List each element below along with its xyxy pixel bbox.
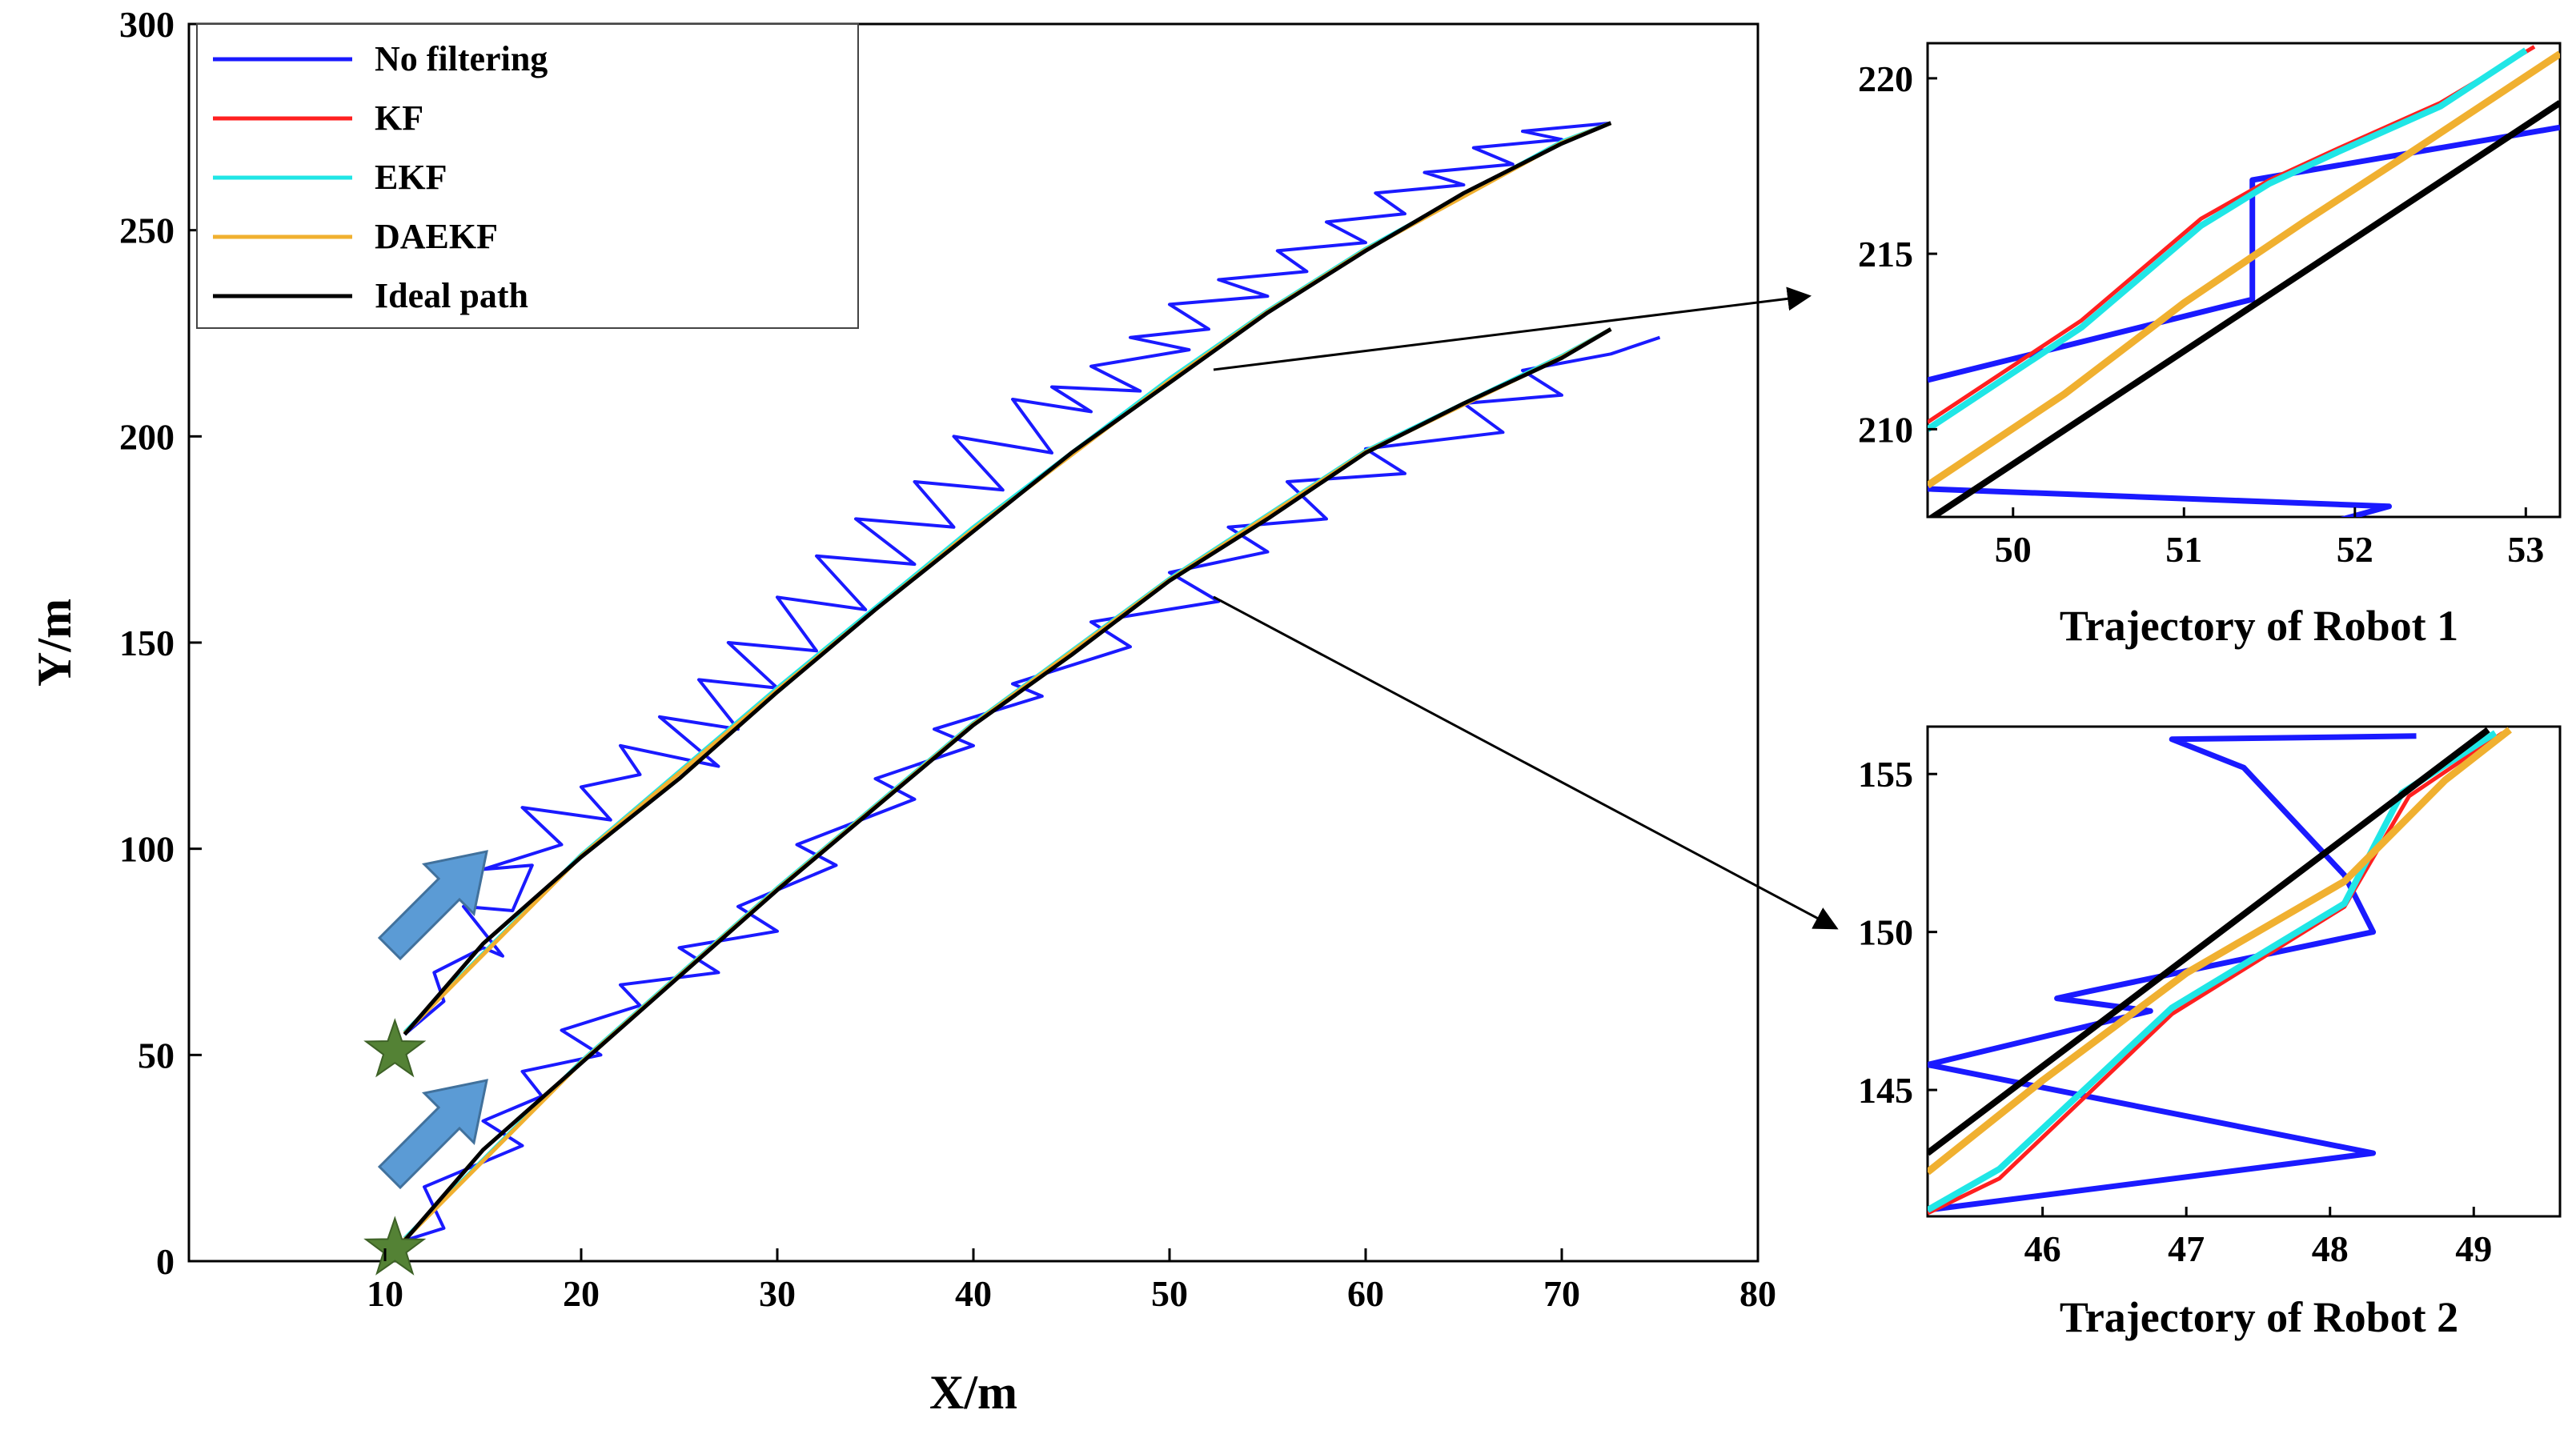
series-line-ekf — [1928, 47, 2528, 432]
main-x-tick-label: 60 — [1347, 1273, 1384, 1314]
main-y-tick-label: 50 — [138, 1035, 175, 1076]
main-markers-group — [363, 1018, 427, 1276]
main-y-tick-label: 250 — [119, 210, 175, 251]
main-ticks-group: 10 20 30 40 50 60 70 80 0 50 100 150 200 250 300 — [119, 4, 1776, 1314]
inset-robot2: 46 47 48 49 145 150 155 Trajectory of Robot 2 — [1858, 725, 2562, 1341]
inset1-series-group — [1928, 45, 2560, 517]
legend-label-no-filtering: No filtering — [375, 39, 548, 78]
series-line-no-filtering-robot2 — [403, 335, 1661, 1243]
main-plot: 10 20 30 40 50 60 70 80 0 50 100 150 200 250 300 X/m Y… — [28, 4, 1776, 1419]
series-line-daekf — [1928, 50, 2560, 489]
main-series-group — [403, 121, 1661, 1243]
main-y-tick-label: 0 — [156, 1241, 175, 1282]
main-y-tick-label: 100 — [119, 829, 175, 870]
legend: No filtering KF EKF DAEKF Ideal path — [196, 23, 859, 329]
inset1-y-tick-label: 210 — [1858, 409, 1913, 450]
legend-label-ekf: EKF — [375, 158, 447, 197]
inset2-series-group — [1928, 727, 2512, 1216]
inset1-y-tick-label: 215 — [1858, 234, 1913, 274]
main-y-tick-label: 200 — [119, 416, 175, 457]
inset2-x-tick-label: 48 — [2312, 1228, 2349, 1269]
series-line-ideal-path-robot1 — [403, 121, 1612, 1036]
inset2-y-tick-label: 155 — [1858, 754, 1913, 795]
series-line-kf — [1928, 731, 2504, 1216]
series-line-ideal-path — [1928, 727, 2490, 1156]
callout-arrows — [1213, 286, 1839, 930]
legend-box — [196, 23, 859, 329]
series-line-ideal-path — [1928, 100, 2560, 517]
inset1-x-tick-label: 50 — [1995, 529, 2032, 570]
series-line-ideal-path-robot2 — [403, 327, 1612, 1242]
callout-arrow-robot1 — [1213, 286, 1812, 371]
inset2-y-tick-label: 145 — [1858, 1070, 1913, 1111]
direction-arrow-robot1 — [377, 850, 488, 961]
main-x-tick-label: 80 — [1739, 1273, 1776, 1314]
inset1-x-tick-label: 51 — [2165, 529, 2202, 570]
main-y-tick-label: 300 — [119, 4, 175, 45]
main-x-tick-label: 50 — [1151, 1273, 1188, 1314]
main-x-tick-label: 40 — [955, 1273, 992, 1314]
direction-arrows — [377, 850, 488, 1190]
inset1-caption: Trajectory of Robot 1 — [2060, 602, 2458, 650]
main-x-tick-label: 10 — [367, 1273, 403, 1314]
main-y-tick-label: 150 — [119, 623, 175, 663]
main-x-tick-label: 20 — [563, 1273, 600, 1314]
inset2-y-tick-label: 150 — [1858, 912, 1913, 953]
legend-label-kf: KF — [375, 98, 423, 138]
callout-arrow-robot2 — [1213, 595, 1839, 930]
y-axis-label: Y/m — [28, 599, 81, 687]
main-x-tick-label: 30 — [759, 1273, 796, 1314]
inset-robot1: 50 51 52 53 210 215 220 Trajectory of Robot 1 — [1858, 42, 2562, 650]
x-axis-label: X/m — [929, 1366, 1017, 1419]
legend-label-ideal-path: Ideal path — [375, 276, 528, 315]
series-line-no-filtering-robot1 — [403, 121, 1611, 1036]
inset2-ticks-group: 46 47 48 49 145 150 155 — [1858, 754, 2492, 1269]
main-x-tick-label: 70 — [1543, 1273, 1580, 1314]
direction-arrow-robot2 — [377, 1079, 488, 1190]
inset1-ticks-group: 50 51 52 53 210 215 220 — [1858, 58, 2544, 570]
start-star-robot-1-start — [363, 1018, 427, 1078]
inset2-caption: Trajectory of Robot 2 — [2060, 1293, 2458, 1341]
inset2-x-tick-label: 47 — [2168, 1228, 2205, 1269]
legend-label-daekf: DAEKF — [375, 217, 498, 256]
start-star-robot-2-start — [363, 1216, 427, 1276]
inset1-x-tick-label: 53 — [2507, 529, 2544, 570]
inset1-x-tick-label: 52 — [2337, 529, 2373, 570]
inset2-x-tick-label: 49 — [2455, 1228, 2492, 1269]
inset2-x-tick-label: 46 — [2024, 1228, 2061, 1269]
inset1-y-tick-label: 220 — [1858, 58, 1913, 99]
series-line-daekf — [1928, 727, 2512, 1176]
